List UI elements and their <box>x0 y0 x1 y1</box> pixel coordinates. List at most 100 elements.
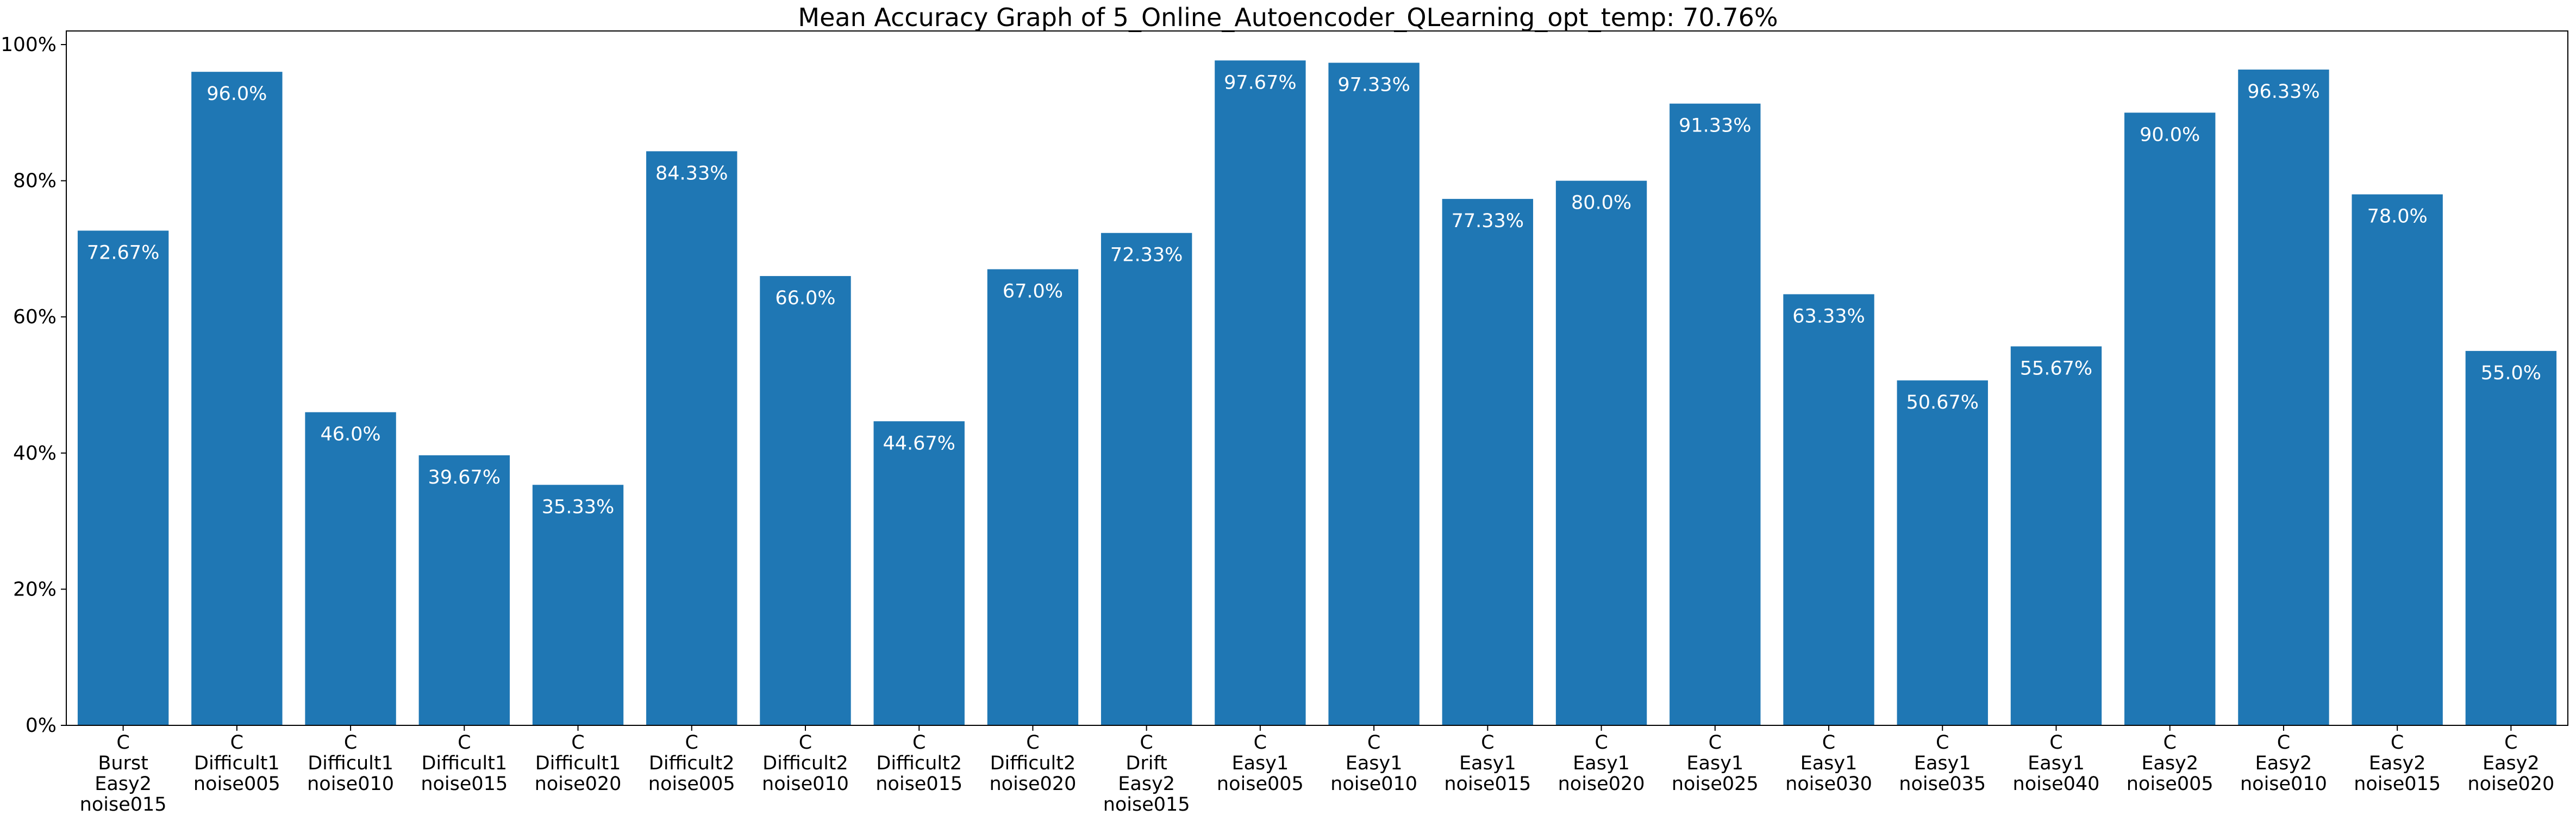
chart-title: Mean Accuracy Graph of 5_Online_Autoenco… <box>798 3 1778 32</box>
x-tick-label-4-line-2: Difficult1 <box>421 753 507 774</box>
x-tick-label-18-line-3: noise040 <box>2013 773 2100 795</box>
x-tick-label-3-line-1: C <box>344 732 357 754</box>
bar-11 <box>1215 60 1306 726</box>
x-tick-label-5-line-2: Difficult1 <box>535 753 621 774</box>
x-tick-label-8-line-3: noise015 <box>876 773 962 795</box>
x-tick-label-17-line-2: Easy1 <box>1914 753 1971 774</box>
data-label-9: 67.0% <box>1003 281 1063 303</box>
data-label-1: 72.67% <box>87 242 159 264</box>
bar-8 <box>873 421 965 725</box>
x-tick-label-2-line-2: Difficult1 <box>194 753 280 774</box>
x-tick-label-2-line-1: C <box>230 732 243 754</box>
x-tick-label-15-line-1: C <box>1709 732 1722 754</box>
x-tick-label-18-line-2: Easy1 <box>2028 753 2085 774</box>
x-tick-label-15-line-2: Easy1 <box>1686 753 1743 774</box>
data-label-6: 84.33% <box>655 162 728 184</box>
bar-2 <box>191 72 283 725</box>
x-tick-label-1-line-3: Easy2 <box>95 773 152 795</box>
x-tick-label-9-line-2: Difficult2 <box>990 753 1076 774</box>
x-tick-label-11-line-1: C <box>1254 732 1267 754</box>
x-tick-label-22-line-2: Easy2 <box>2483 753 2540 774</box>
data-label-3: 46.0% <box>320 424 380 446</box>
x-tick-label-9-line-1: C <box>1026 732 1039 754</box>
x-tick-label-5-line-1: C <box>571 732 584 754</box>
y-tick-label-1: 20% <box>13 578 57 600</box>
x-tick-label-10-line-4: noise015 <box>1103 794 1190 815</box>
x-tick-label-16-line-2: Easy1 <box>1800 753 1858 774</box>
data-label-14: 80.0% <box>1571 192 1631 214</box>
plot-frame <box>66 30 2568 726</box>
x-tick-label-2-line-3: noise005 <box>193 773 280 795</box>
x-tick-label-1-line-2: Burst <box>98 753 148 774</box>
x-tick-label-10-line-1: C <box>1140 732 1153 754</box>
x-tick-label-12-line-1: C <box>1367 732 1380 754</box>
data-label-17: 50.67% <box>1906 392 1979 413</box>
data-label-19: 90.0% <box>2140 124 2200 146</box>
bar-5 <box>532 485 624 725</box>
x-tick-label-12-line-3: noise010 <box>1330 773 1417 795</box>
y-tick-label-4: 80% <box>13 170 57 192</box>
y-tick-label-2: 40% <box>13 442 57 465</box>
bar-12 <box>1328 62 1420 726</box>
bar-15 <box>1670 103 1761 725</box>
x-tick-label-19-line-1: C <box>2163 732 2176 754</box>
data-label-13: 77.33% <box>1452 210 1524 232</box>
bars-layer <box>77 60 2557 726</box>
bar-14 <box>1555 180 1647 725</box>
x-tick-label-10-line-2: Drift <box>1126 753 1167 774</box>
x-tick-label-22-line-3: noise020 <box>2467 773 2554 795</box>
y-tick-label-5: 100% <box>1 34 57 56</box>
bar-4 <box>418 455 510 725</box>
x-tick-label-6-line-3: noise005 <box>648 773 735 795</box>
x-tick-label-21-line-2: Easy2 <box>2369 753 2426 774</box>
bar-16 <box>1783 294 1874 725</box>
bar-18 <box>2010 346 2102 725</box>
data-label-16: 63.33% <box>1792 306 1865 328</box>
y-tick-label-3: 60% <box>13 306 57 328</box>
x-tick-label-3-line-2: Difficult1 <box>308 753 393 774</box>
x-tick-label-16-line-3: noise030 <box>1785 773 1872 795</box>
x-tick-label-7-line-2: Difficult2 <box>762 753 848 774</box>
x-tick-label-4-line-3: noise015 <box>421 773 508 795</box>
x-axis: CBurstEasy2noise015CDifficult1noise005CD… <box>80 725 2554 815</box>
bar-13 <box>1442 199 1534 725</box>
x-tick-label-20-line-1: C <box>2277 732 2290 754</box>
y-tick-label-0: 0% <box>26 714 57 737</box>
bar-6 <box>646 151 737 725</box>
x-tick-label-11-line-2: Easy1 <box>1231 753 1289 774</box>
x-tick-label-1-line-1: C <box>116 732 129 754</box>
x-tick-label-14-line-1: C <box>1595 732 1608 754</box>
x-tick-label-11-line-3: noise005 <box>1217 773 1304 795</box>
x-tick-label-20-line-2: Easy2 <box>2255 753 2312 774</box>
bar-20 <box>2238 70 2329 726</box>
x-tick-label-18-line-1: C <box>2049 732 2062 754</box>
data-label-15: 91.33% <box>1679 115 1751 137</box>
x-tick-label-13-line-2: Easy1 <box>1459 753 1516 774</box>
data-label-8: 44.67% <box>883 432 955 454</box>
x-tick-label-19-line-3: noise005 <box>2127 773 2214 795</box>
y-axis: 0% 20% 40% 60% 80% 100% <box>1 34 66 737</box>
x-tick-label-1-line-4: noise015 <box>80 794 167 815</box>
x-tick-label-4-line-1: C <box>458 732 471 754</box>
bar-7 <box>760 276 851 725</box>
bar-3 <box>305 412 396 725</box>
x-tick-label-14-line-3: noise020 <box>1558 773 1645 795</box>
data-label-21: 78.0% <box>2367 206 2428 228</box>
data-label-20: 96.33% <box>2247 81 2319 103</box>
data-labels-layer: 72.67% 96.0% 46.0% 39.67% 35.33% 84.33% 66.0% 4… <box>87 72 2541 518</box>
x-tick-label-9-line-3: noise020 <box>989 773 1076 795</box>
x-tick-label-19-line-2: Easy2 <box>2141 753 2198 774</box>
x-tick-label-22-line-1: C <box>2504 732 2517 754</box>
x-tick-label-6-line-2: Difficult2 <box>649 753 735 774</box>
x-tick-label-10-line-3: Easy2 <box>1118 773 1175 795</box>
x-tick-label-6-line-1: C <box>685 732 698 754</box>
x-tick-label-13-line-3: noise015 <box>1444 773 1531 795</box>
bar-9 <box>987 269 1079 725</box>
x-tick-label-13-line-1: C <box>1481 732 1494 754</box>
data-label-11: 97.67% <box>1224 72 1296 93</box>
data-label-7: 66.0% <box>775 287 835 309</box>
x-tick-label-16-line-1: C <box>1822 732 1835 754</box>
bar-10 <box>1101 233 1192 725</box>
x-tick-label-7-line-1: C <box>799 732 812 754</box>
x-tick-label-21-line-1: C <box>2391 732 2404 754</box>
